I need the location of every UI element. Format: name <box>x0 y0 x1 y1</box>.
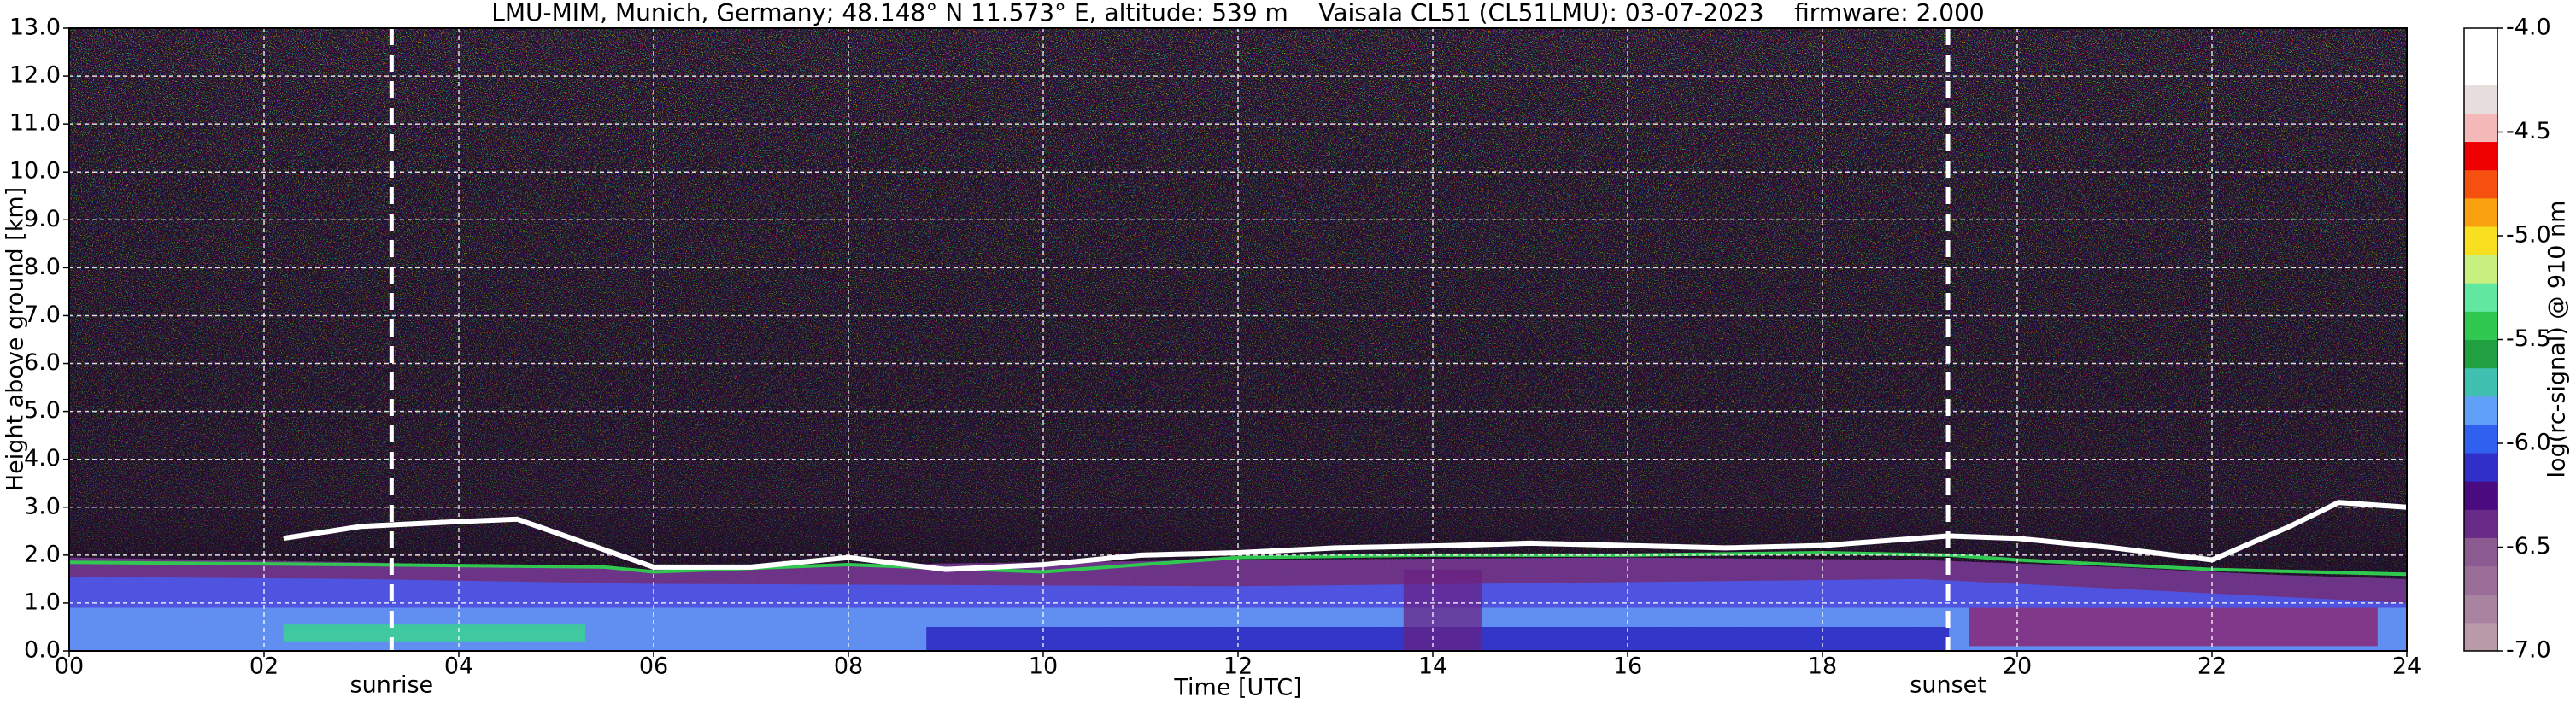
colorbar-segment <box>2464 226 2497 255</box>
x-axis-label: Time [UTC] <box>1173 675 1301 701</box>
x-tick-label: 18 <box>1808 653 1837 680</box>
y-tick-label: 10.0 <box>9 158 61 185</box>
colorbar-segment <box>2464 197 2497 227</box>
colorbar-segment <box>2464 255 2497 284</box>
y-tick-label: 8.0 <box>24 254 61 280</box>
y-tick-label: 4.0 <box>24 445 61 472</box>
colorbar-segment <box>2464 56 2497 85</box>
purple-patch <box>1403 569 1482 651</box>
x-tick-label: 14 <box>1418 653 1447 680</box>
x-tick-label: 12 <box>1223 653 1253 680</box>
colorbar-tick-label: -5.0 <box>2506 222 2551 249</box>
colorbar-segment <box>2464 311 2497 340</box>
colorbar-segment <box>2464 113 2497 143</box>
colorbar-segment <box>2464 367 2497 397</box>
x-tick-label: 22 <box>2198 653 2227 680</box>
y-tick-label: 6.0 <box>24 349 61 376</box>
y-tick-label: 7.0 <box>24 302 61 328</box>
green-edge <box>69 553 2407 574</box>
y-tick-label: 5.0 <box>24 397 61 424</box>
colorbar-segment <box>2464 509 2497 538</box>
x-tick-label: 20 <box>2003 653 2032 680</box>
colorbar-segment <box>2464 28 2497 57</box>
colorbar-tick-label: -4.5 <box>2506 118 2551 144</box>
colorbar-segment <box>2464 537 2497 567</box>
colorbar-segment <box>2464 594 2497 624</box>
x-tick-label: 08 <box>834 653 863 680</box>
colorbar-segment <box>2464 481 2497 510</box>
colorbar-tick-label: -6.0 <box>2506 430 2551 456</box>
colorbar-label: log(rc-signal) @ 910 nm <box>2544 201 2571 478</box>
x-tick-label: 02 <box>249 653 279 680</box>
y-tick-label: 12.0 <box>9 62 61 89</box>
y-tick-label: 0.0 <box>24 637 61 664</box>
colorbar-tick-label: -7.0 <box>2506 637 2551 664</box>
colorbar-tick-label: -4.0 <box>2506 15 2551 41</box>
colorbar-tick-label: -5.5 <box>2506 325 2551 352</box>
colorbar-segment <box>2464 622 2497 652</box>
colorbar-segment <box>2464 396 2497 425</box>
colorbar-segment <box>2464 339 2497 369</box>
colorbar-segment <box>2464 424 2497 454</box>
chart-title: LMU-MIM, Munich, Germany; 48.148° N 11.5… <box>491 0 1985 26</box>
x-tick-label: 16 <box>1613 653 1642 680</box>
colorbar-segment <box>2464 565 2497 595</box>
colorbar-segment <box>2464 141 2497 171</box>
cloud-top <box>284 502 2407 570</box>
y-tick-label: 13.0 <box>9 15 61 41</box>
teal-patch <box>283 624 586 642</box>
x-tick-label: 04 <box>444 653 473 680</box>
annotation-label: sunset <box>1910 672 1986 699</box>
x-tick-label: 10 <box>1029 653 1058 680</box>
y-tick-label: 2.0 <box>24 541 61 567</box>
y-tick-label: 11.0 <box>9 110 61 137</box>
y-tick-label: 9.0 <box>24 206 61 232</box>
x-tick-label: 00 <box>55 653 84 680</box>
colorbar-tick-label: -6.5 <box>2506 533 2551 560</box>
x-tick-label: 24 <box>2392 653 2421 680</box>
colorbar-segment <box>2464 85 2497 114</box>
plot-frame <box>68 27 2408 652</box>
colorbar-segment <box>2464 283 2497 312</box>
colorbar-segment <box>2464 453 2497 482</box>
y-tick-label: 1.0 <box>24 589 61 615</box>
magenta-patch <box>1969 607 2378 647</box>
y-tick-label: 3.0 <box>24 493 61 519</box>
annotation-label: sunrise <box>350 672 434 699</box>
y-axis-label: Height above ground [km] <box>3 187 29 491</box>
colorbar-segment <box>2464 169 2497 199</box>
x-tick-label: 06 <box>639 653 668 680</box>
